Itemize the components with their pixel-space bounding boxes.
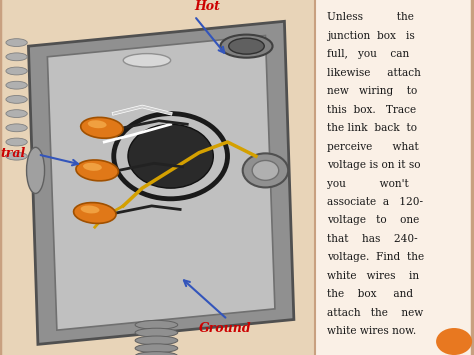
Circle shape <box>436 328 472 355</box>
Circle shape <box>128 124 213 188</box>
Text: Unless          the: Unless the <box>327 12 414 22</box>
Ellipse shape <box>6 81 27 89</box>
Ellipse shape <box>220 34 273 58</box>
Ellipse shape <box>6 110 27 118</box>
Ellipse shape <box>81 118 123 138</box>
Text: the    box     and: the box and <box>327 289 413 299</box>
Ellipse shape <box>6 39 27 47</box>
Polygon shape <box>28 21 294 344</box>
Circle shape <box>252 160 279 180</box>
Ellipse shape <box>123 54 171 67</box>
Text: that    has    240-: that has 240- <box>327 234 418 244</box>
Text: white   wires    in: white wires in <box>327 271 419 281</box>
Bar <box>315 0 474 355</box>
Text: junction  box   is: junction box is <box>327 31 415 41</box>
Text: Ground: Ground <box>199 322 252 335</box>
Circle shape <box>243 153 288 187</box>
Text: associate  a   120-: associate a 120- <box>327 197 423 207</box>
Ellipse shape <box>135 320 178 329</box>
Text: voltage is on it so: voltage is on it so <box>327 160 420 170</box>
Ellipse shape <box>135 336 178 345</box>
Ellipse shape <box>73 203 116 223</box>
Text: Hot: Hot <box>194 0 220 13</box>
Ellipse shape <box>6 95 27 103</box>
Text: full,   you    can: full, you can <box>327 49 410 59</box>
Text: you          won't: you won't <box>327 179 409 189</box>
Text: voltage   to    one: voltage to one <box>327 215 419 225</box>
Ellipse shape <box>6 138 27 146</box>
Ellipse shape <box>76 160 118 181</box>
Text: likewise     attach: likewise attach <box>327 68 421 78</box>
Ellipse shape <box>6 53 27 61</box>
Ellipse shape <box>27 147 45 193</box>
Text: the link  back  to: the link back to <box>327 123 417 133</box>
Ellipse shape <box>6 124 27 132</box>
Text: tral: tral <box>0 147 25 160</box>
Bar <box>0 0 315 355</box>
Ellipse shape <box>6 152 27 160</box>
Text: attach   the    new: attach the new <box>327 308 423 318</box>
Ellipse shape <box>6 67 27 75</box>
Ellipse shape <box>88 120 107 128</box>
Ellipse shape <box>228 38 264 54</box>
Ellipse shape <box>83 163 102 171</box>
Ellipse shape <box>135 351 178 355</box>
Ellipse shape <box>81 206 100 213</box>
Polygon shape <box>47 36 275 330</box>
Ellipse shape <box>135 344 178 353</box>
Text: this  box.   Trace: this box. Trace <box>327 105 416 115</box>
Text: voltage.  Find  the: voltage. Find the <box>327 252 424 262</box>
Ellipse shape <box>135 328 178 337</box>
Text: white wires now.: white wires now. <box>327 326 416 336</box>
Text: perceive      what: perceive what <box>327 142 419 152</box>
Text: new   wiring    to: new wiring to <box>327 86 417 96</box>
